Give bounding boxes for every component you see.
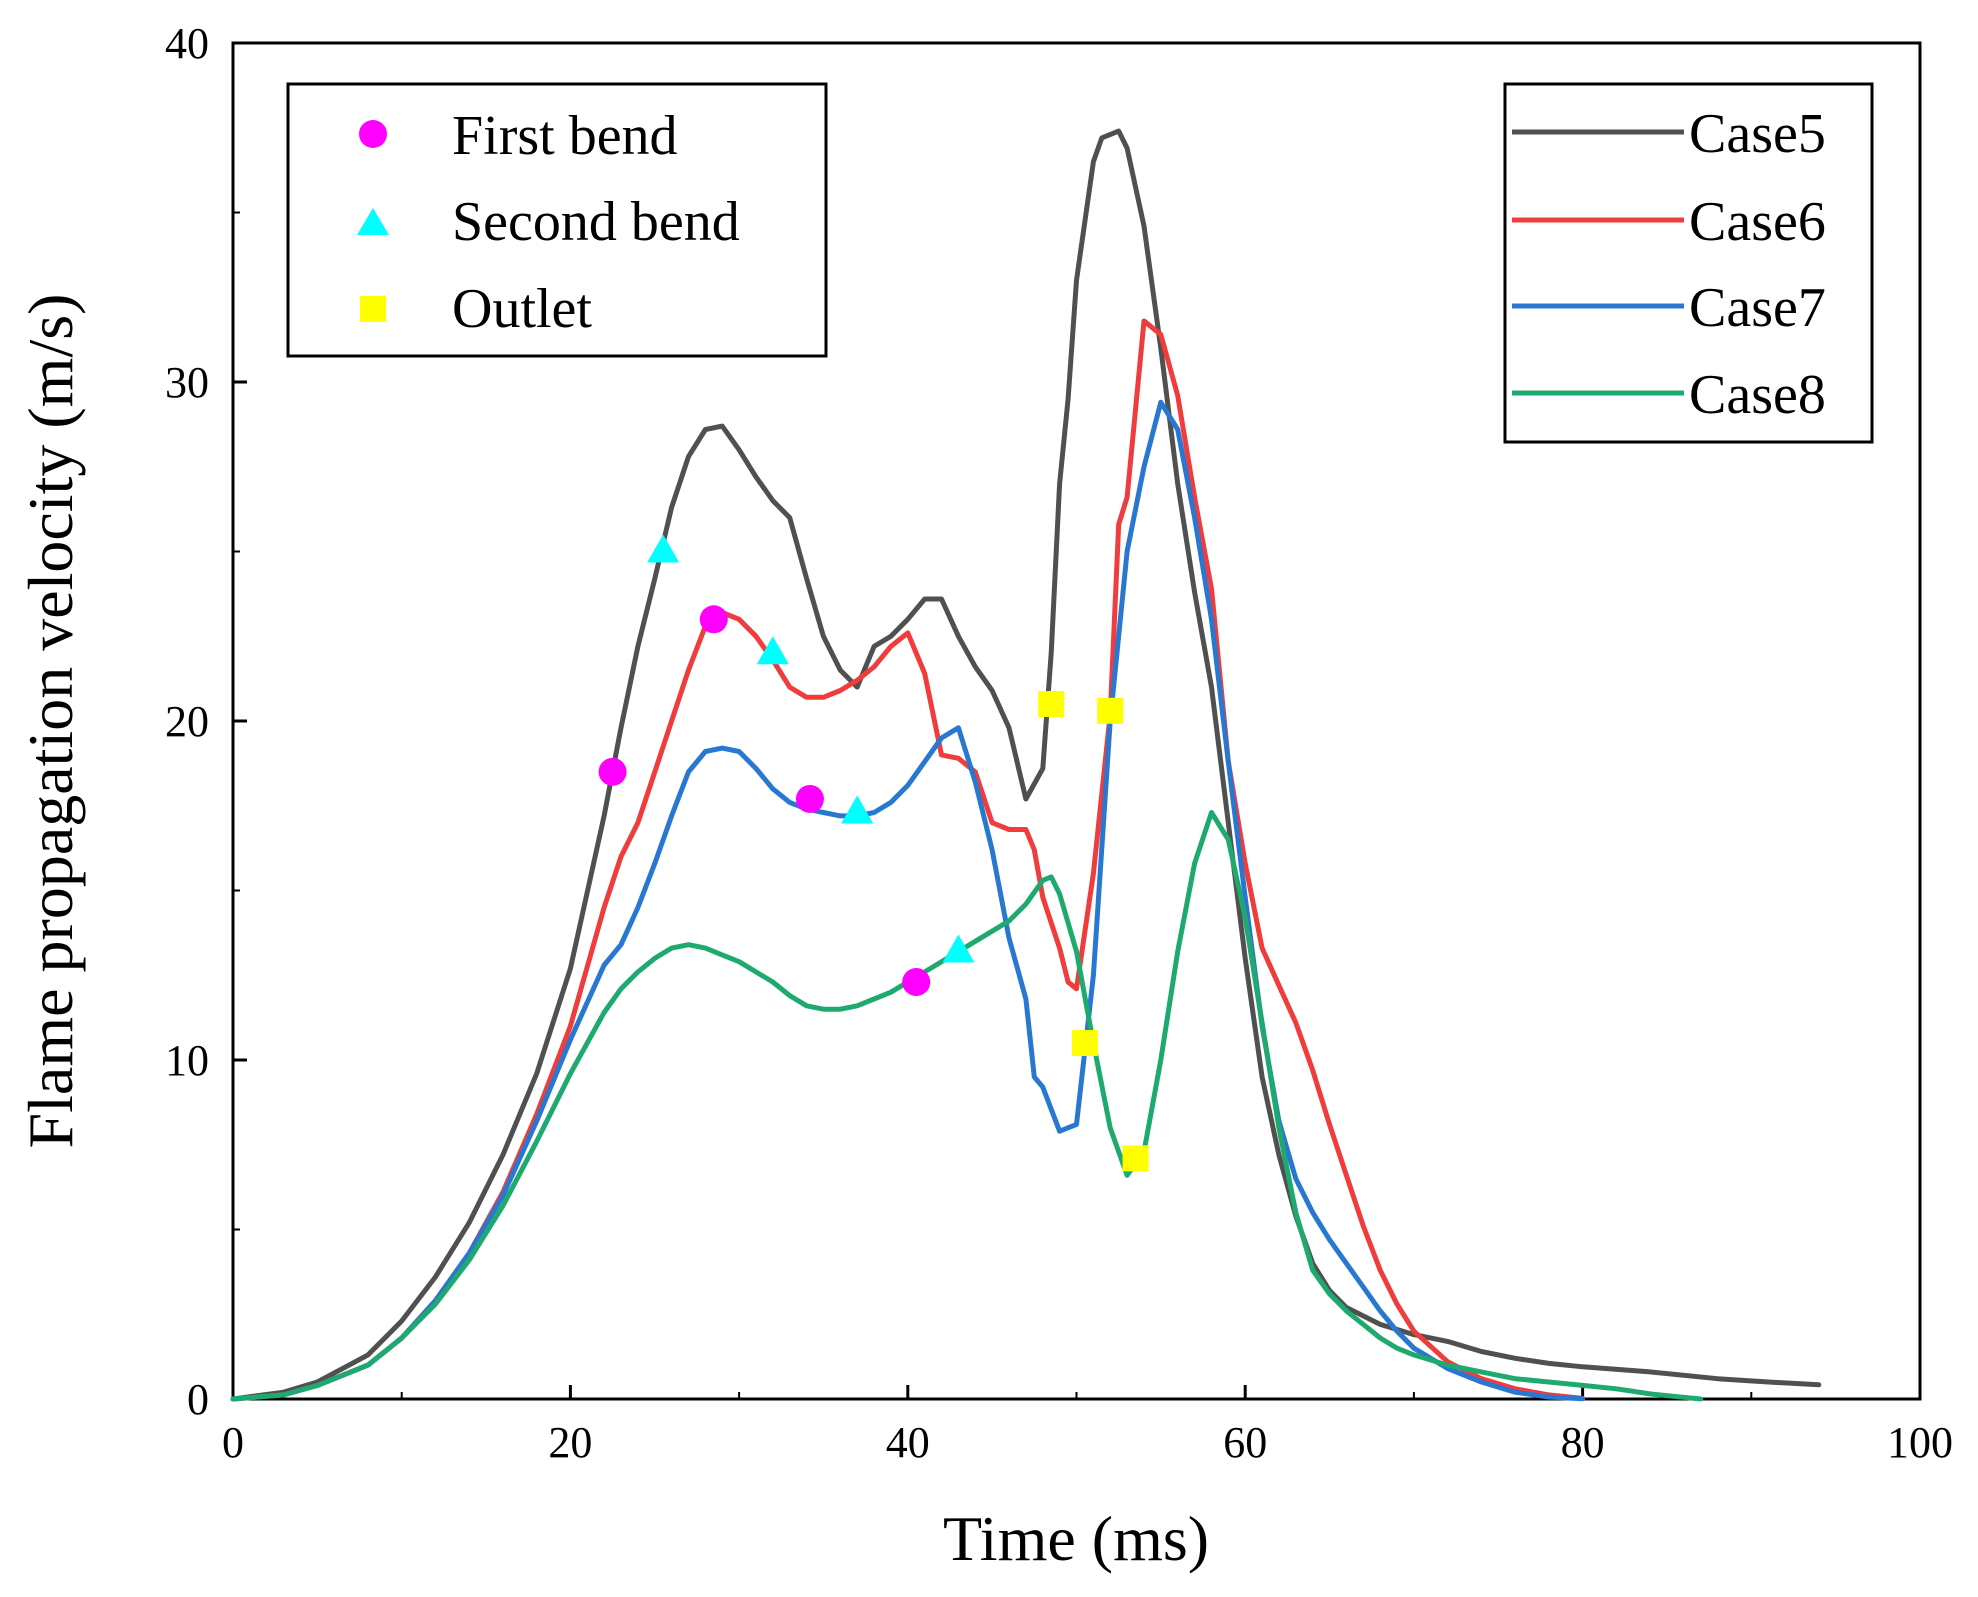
y-tick-label: 40 (165, 19, 209, 68)
line-legend: Case5 Case6 Case7 Case8 (1503, 82, 1874, 444)
series-layer (230, 128, 1822, 1402)
y-tick-label: 20 (165, 697, 209, 746)
x-tick-label: 60 (1223, 1418, 1267, 1467)
first-bend-marker (699, 605, 728, 634)
line-legend-box (1503, 82, 1874, 444)
outlet-marker (1122, 1145, 1149, 1172)
series-line-case7 (230, 399, 1586, 1402)
marker-legend: First bend Second bend Outlet (286, 82, 828, 358)
legend-first-bend-marker (359, 120, 387, 148)
legend-case8-label: Case8 (1689, 364, 1826, 426)
legend-second-bend-marker (357, 208, 389, 235)
y-tick-label: 30 (165, 358, 209, 407)
y-tick-label: 10 (165, 1036, 209, 1085)
legend-outlet-label: Outlet (452, 278, 592, 340)
second-bend-marker (841, 795, 874, 824)
legend-case5-label: Case5 (1689, 103, 1826, 165)
x-axis-title: Time (ms) (943, 1503, 1209, 1574)
x-tick-label: 80 (1561, 1418, 1605, 1467)
x-tick-label: 0 (222, 1418, 244, 1467)
y-axis-ticks: 0 10 20 30 40 (165, 19, 247, 1424)
second-bend-marker (942, 934, 975, 963)
x-tick-label: 100 (1887, 1418, 1953, 1467)
y-axis-title: Flame propagation velocity (m/s) (15, 294, 86, 1149)
second-bend-marker (756, 636, 789, 665)
outlet-marker (1038, 691, 1065, 718)
first-bend-marker (795, 784, 824, 813)
legend-outlet-marker (360, 296, 386, 322)
outlet-marker (1097, 697, 1124, 724)
second-bend-marker (647, 534, 680, 563)
legend-case7-label: Case7 (1689, 277, 1826, 339)
legend-case6-label: Case6 (1689, 191, 1826, 253)
x-axis-ticks: 0 20 40 60 80 100 (222, 1385, 1953, 1467)
first-bend-marker (598, 757, 627, 786)
series-line-case8 (230, 810, 1704, 1402)
series-line-case6 (230, 318, 1586, 1402)
y-tick-label: 0 (187, 1375, 209, 1424)
first-bend-marker (902, 968, 931, 997)
x-tick-label: 20 (548, 1418, 592, 1467)
legend-first-bend-label: First bend (452, 105, 678, 167)
outlet-marker (1071, 1030, 1098, 1057)
marker-layer (598, 534, 1149, 1172)
legend-second-bend-label: Second bend (452, 191, 740, 253)
x-tick-label: 40 (886, 1418, 930, 1467)
